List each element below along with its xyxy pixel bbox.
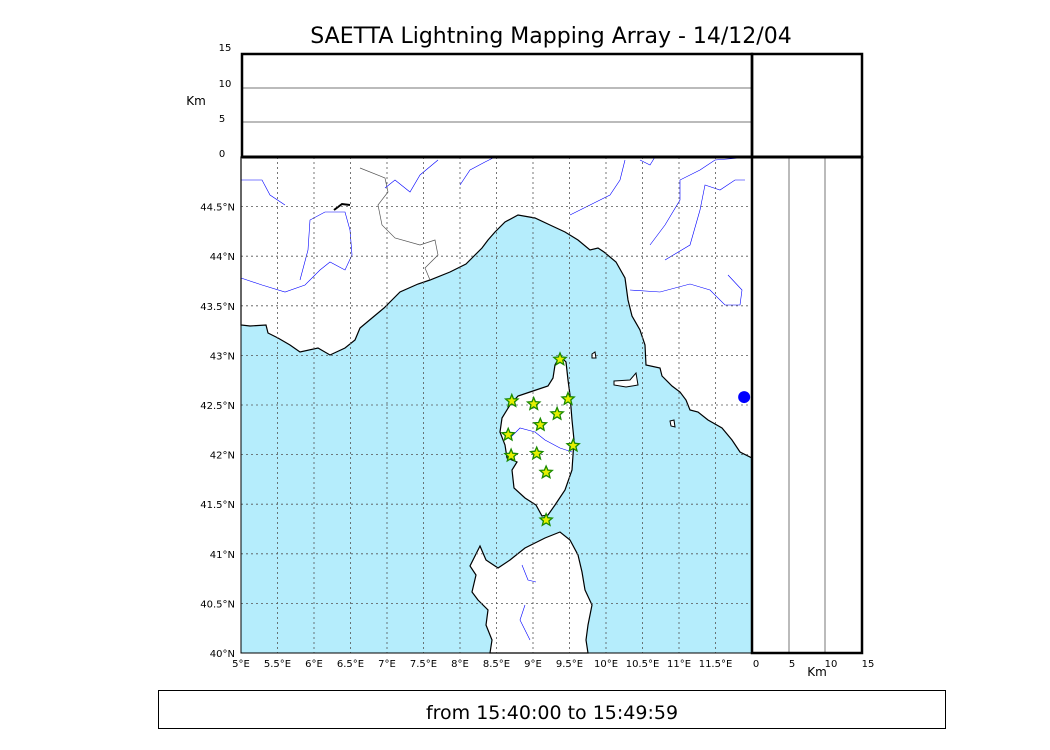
- sardinia-coast: [469, 531, 593, 654]
- side-tick: 10: [825, 659, 838, 670]
- lightning-point: [532, 416, 549, 432]
- lightning-point: [538, 464, 554, 480]
- x-tick-label: 11.5°E: [699, 659, 733, 670]
- x-tick-label: 10.5°E: [626, 659, 660, 670]
- time-range-box: from 15:40:00 to 15:49:59: [158, 690, 946, 729]
- map-grid: [241, 157, 752, 653]
- side-tick: 15: [862, 659, 875, 670]
- x-tick-label: 8°E: [451, 659, 469, 670]
- lightning-point: [538, 511, 554, 527]
- lightning-point: [560, 390, 576, 406]
- y-tick-label: 40.5°N: [200, 599, 235, 610]
- y-tick-label: 41.5°N: [200, 500, 235, 511]
- y-tick-label: 43°N: [210, 351, 235, 362]
- side-axis-label: Km: [807, 665, 827, 679]
- x-tick-label: 5°E: [232, 659, 250, 670]
- y-tick-label: 42°N: [210, 451, 235, 462]
- map-panel: 5°E 5.5°E 6°E 6.5°E 7°E 7.5°E 8°E 8.5°E 9°E 9.5°E…: [200, 156, 753, 670]
- lightning-points: [500, 351, 581, 527]
- x-tick-label: 10°E: [594, 659, 618, 670]
- lightning-point: [525, 395, 542, 411]
- y-tick-label: 40°N: [210, 649, 235, 660]
- mainland-coast: [240, 156, 753, 459]
- alt-tick: 0: [219, 149, 225, 160]
- x-tick-label: 9.5°E: [556, 659, 583, 670]
- chart-title: SAETTA Lightning Mapping Array - 14/12/0…: [310, 24, 792, 49]
- altitude-frame: [240, 52, 754, 159]
- island-capraia: [591, 351, 597, 359]
- rivers: [240, 156, 745, 641]
- x-tick-label: 6.5°E: [337, 659, 364, 670]
- corsica-coast: [499, 355, 575, 517]
- y-tick-label: 44°N: [210, 252, 235, 263]
- lightning-point: [500, 426, 516, 442]
- island-giglio: [669, 419, 676, 428]
- x-tick-label: 6°E: [305, 659, 323, 670]
- side-panel: 0 5 10 15 Km: [242, 155, 875, 679]
- lightning-point: [503, 392, 520, 408]
- lightning-point: [503, 447, 519, 463]
- station-marker: [738, 391, 751, 404]
- lightning-point: [528, 445, 545, 461]
- x-tick-label: 7.5°E: [410, 659, 437, 670]
- time-range: from 15:40:00 to 15:49:59: [425, 702, 679, 724]
- lightning-point: [549, 405, 565, 421]
- altitude-panel: 15 10 5 0 Km: [186, 43, 864, 160]
- y-tick-label: 41°N: [210, 550, 235, 561]
- x-tick-label: 8.5°E: [483, 659, 510, 670]
- x-tick-label: 7°E: [378, 659, 396, 670]
- x-tick-label: 5.5°E: [264, 659, 291, 670]
- alt-tick: 15: [219, 43, 232, 54]
- x-tick-label: 11°E: [667, 659, 691, 670]
- side-frame: [750, 155, 864, 655]
- y-tick-label: 44.5°N: [200, 203, 235, 214]
- alt-axis-label: Km: [186, 94, 206, 108]
- x-tick-label: 9°E: [524, 659, 542, 670]
- corner-frame: [750, 52, 864, 159]
- lightning-point: [565, 437, 581, 453]
- y-tick-label: 42.5°N: [200, 401, 235, 412]
- side-tick: 0: [753, 659, 759, 670]
- island-elba: [613, 371, 639, 388]
- lake-icon: [333, 202, 351, 211]
- y-tick-label: 43.5°N: [200, 302, 235, 313]
- side-tick: 5: [789, 659, 795, 670]
- alt-tick: 10: [219, 79, 232, 90]
- alt-tick: 5: [219, 114, 225, 125]
- lightning-point: [552, 351, 568, 366]
